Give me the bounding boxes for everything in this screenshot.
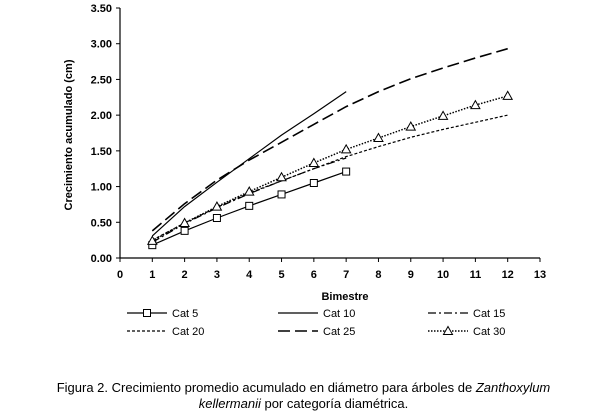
series-point-1 — [245, 201, 254, 210]
x-tick-label: 7 — [343, 269, 349, 281]
x-tick-label: 12 — [502, 269, 514, 281]
y-tick-label: 0.00 — [91, 253, 112, 265]
series-point-6 — [340, 143, 352, 154]
y-axis-title: Crecimiento acumulado (cm) — [63, 59, 75, 210]
y-tick-label: 0.50 — [91, 217, 112, 229]
legend-label-2: Cat 10 — [323, 308, 355, 320]
y-tick-label: 3.00 — [91, 39, 112, 51]
x-tick-label: 6 — [311, 269, 317, 281]
series-point-1 — [212, 214, 221, 222]
x-tick-label: 5 — [278, 269, 284, 281]
x-axis-ticks: 0 1 2 3 4 5 6 7 8 9 10 11 12 13 — [117, 258, 546, 281]
series-point-1 — [342, 167, 351, 176]
series-point-6 — [146, 235, 158, 245]
series-point-6 — [373, 132, 384, 142]
legend-marker-1 — [143, 309, 151, 317]
series-point-6 — [211, 201, 223, 211]
legend-label-6: Cat 30 — [473, 326, 505, 338]
figure-caption: Figura 2. Crecimiento promedio acumulado… — [0, 380, 607, 412]
series-point-6 — [243, 186, 255, 196]
y-tick-label: 1.50 — [91, 146, 112, 158]
caption-species-genus: Zanthoxylum — [475, 380, 551, 395]
series-point-6 — [405, 121, 417, 131]
series-line-2 — [151, 91, 347, 237]
x-tick-label: 4 — [246, 269, 253, 281]
x-axis-title: Bimestre — [321, 291, 368, 303]
x-tick-label: 0 — [117, 269, 123, 281]
series-point-6 — [179, 217, 190, 227]
x-tick-label: 8 — [375, 269, 381, 281]
series-line-5 — [151, 47, 508, 232]
legend-label-3: Cat 15 — [473, 308, 505, 320]
legend-marker-6 — [442, 325, 454, 335]
x-tick-label: 13 — [534, 269, 546, 281]
series-point-1 — [309, 179, 318, 187]
axes — [119, 8, 540, 259]
series-point-6 — [437, 110, 449, 120]
y-tick-label: 1.00 — [91, 182, 112, 194]
series-point-6 — [308, 157, 320, 167]
y-axis-ticks: 0.00 0.50 1.00 1.50 2.00 2.50 3.00 3.50 — [91, 3, 120, 265]
y-tick-label: 2.50 — [91, 74, 112, 86]
x-tick-label: 3 — [214, 269, 220, 281]
x-tick-label: 11 — [470, 269, 482, 281]
x-tick-label: 9 — [408, 269, 414, 281]
legend-label-5: Cat 25 — [323, 326, 355, 338]
series-point-6 — [276, 171, 287, 182]
plot-lines — [146, 47, 514, 250]
y-tick-label: 3.50 — [91, 3, 112, 15]
series-point-1 — [277, 190, 286, 199]
legend-label-1: Cat 5 — [172, 308, 198, 320]
caption-species-epithet: kellermanii — [198, 396, 261, 411]
y-tick-label: 2.00 — [91, 110, 112, 122]
legend: Cat 5 Cat 10 Cat 15 Cat 20 Cat 25 Cat 30 — [127, 308, 505, 338]
series-line-6 — [151, 95, 508, 242]
x-tick-label: 2 — [182, 269, 188, 281]
caption-suffix: por categoría diamétrica. — [260, 396, 409, 411]
series-point-6 — [470, 99, 481, 110]
x-tick-label: 1 — [149, 269, 155, 281]
series-point-6 — [502, 90, 514, 100]
caption-prefix: Figura 2. Crecimiento promedio acumulado… — [56, 380, 476, 395]
x-tick-label: 10 — [437, 269, 449, 281]
legend-label-4: Cat 20 — [172, 326, 204, 338]
series-point-1 — [180, 226, 189, 235]
